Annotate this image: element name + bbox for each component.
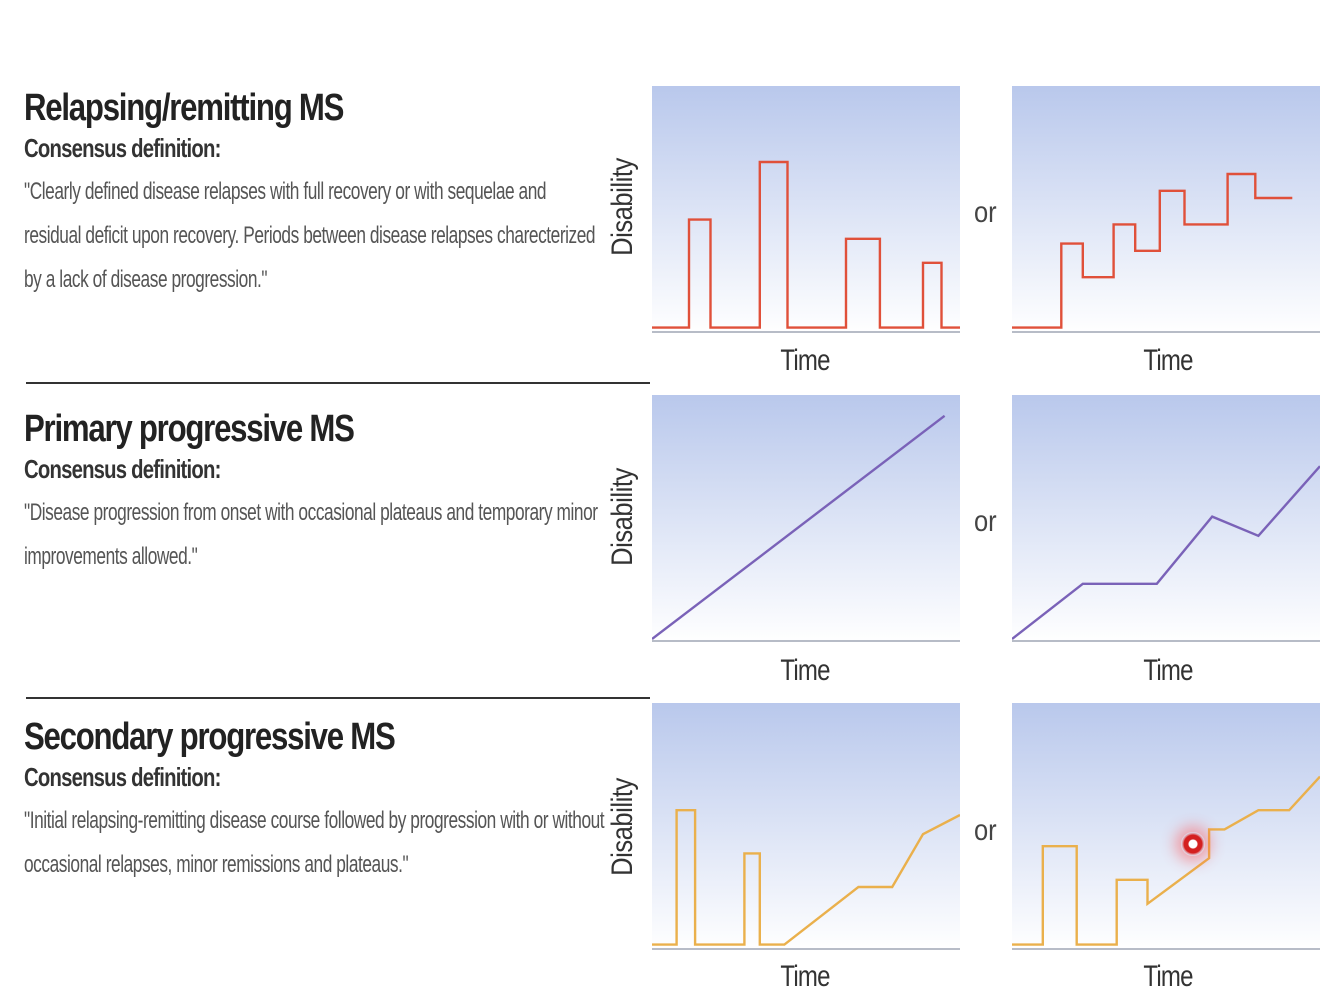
chart-panel-sp-2 [1012, 703, 1320, 951]
disability-series-line [652, 414, 946, 640]
y-axis-label: Disability [606, 468, 639, 566]
chart-background [652, 86, 960, 334]
y-axis-label: Disability [606, 158, 639, 256]
disability-series-line [1012, 465, 1320, 640]
section-secondary-progressive: Secondary progressive MS Consensus defin… [24, 715, 624, 887]
chart-background [1012, 86, 1320, 334]
or-label: or [974, 505, 997, 538]
chart-svg [652, 86, 960, 334]
section-divider [26, 382, 650, 384]
chart-background [652, 395, 960, 643]
disability-series-line [1012, 775, 1320, 946]
or-label: or [974, 814, 997, 847]
chart-panel-rr-1 [652, 86, 960, 334]
chart-background [652, 703, 960, 951]
cursor-marker-icon [1181, 832, 1205, 856]
chart-svg [652, 703, 960, 951]
disability-series-line [1012, 172, 1293, 329]
section-title: Secondary progressive MS [24, 716, 396, 758]
y-axis-label: Disability [606, 778, 639, 876]
section-definition: "Initial relapsing-remitting disease cou… [24, 807, 605, 878]
chart-panel-rr-2 [1012, 86, 1320, 334]
disability-series-line [652, 808, 960, 946]
disability-series-line [652, 160, 960, 329]
section-relapsing-remitting: Relapsing/remitting MS Consensus definit… [24, 86, 624, 302]
section-definition: "Clearly defined disease relapses with f… [24, 178, 596, 293]
or-label: or [974, 196, 997, 229]
chart-svg [1012, 395, 1320, 643]
section-primary-progressive: Primary progressive MS Consensus definit… [24, 407, 624, 579]
chart-panel-sp-1 [652, 703, 960, 951]
chart-svg [1012, 86, 1320, 334]
x-axis-label: Time [1143, 344, 1193, 377]
section-subtitle: Consensus definition: [24, 762, 221, 792]
chart-background [1012, 395, 1320, 643]
x-axis-label: Time [1143, 960, 1193, 993]
section-subtitle: Consensus definition: [24, 133, 221, 163]
x-axis-label: Time [780, 960, 830, 993]
x-axis-label: Time [780, 654, 830, 687]
section-subtitle: Consensus definition: [24, 454, 221, 484]
section-definition: "Disease progression from onset with occ… [24, 499, 598, 570]
chart-panel-pp-2 [1012, 395, 1320, 643]
x-axis-label: Time [780, 344, 830, 377]
x-axis-label: Time [1143, 654, 1193, 687]
chart-svg [1012, 703, 1320, 951]
section-title: Primary progressive MS [24, 408, 355, 450]
chart-background [1012, 703, 1320, 951]
chart-svg [652, 395, 960, 643]
chart-panel-pp-1 [652, 395, 960, 643]
section-title: Relapsing/remitting MS [24, 87, 344, 129]
section-divider [26, 697, 650, 699]
